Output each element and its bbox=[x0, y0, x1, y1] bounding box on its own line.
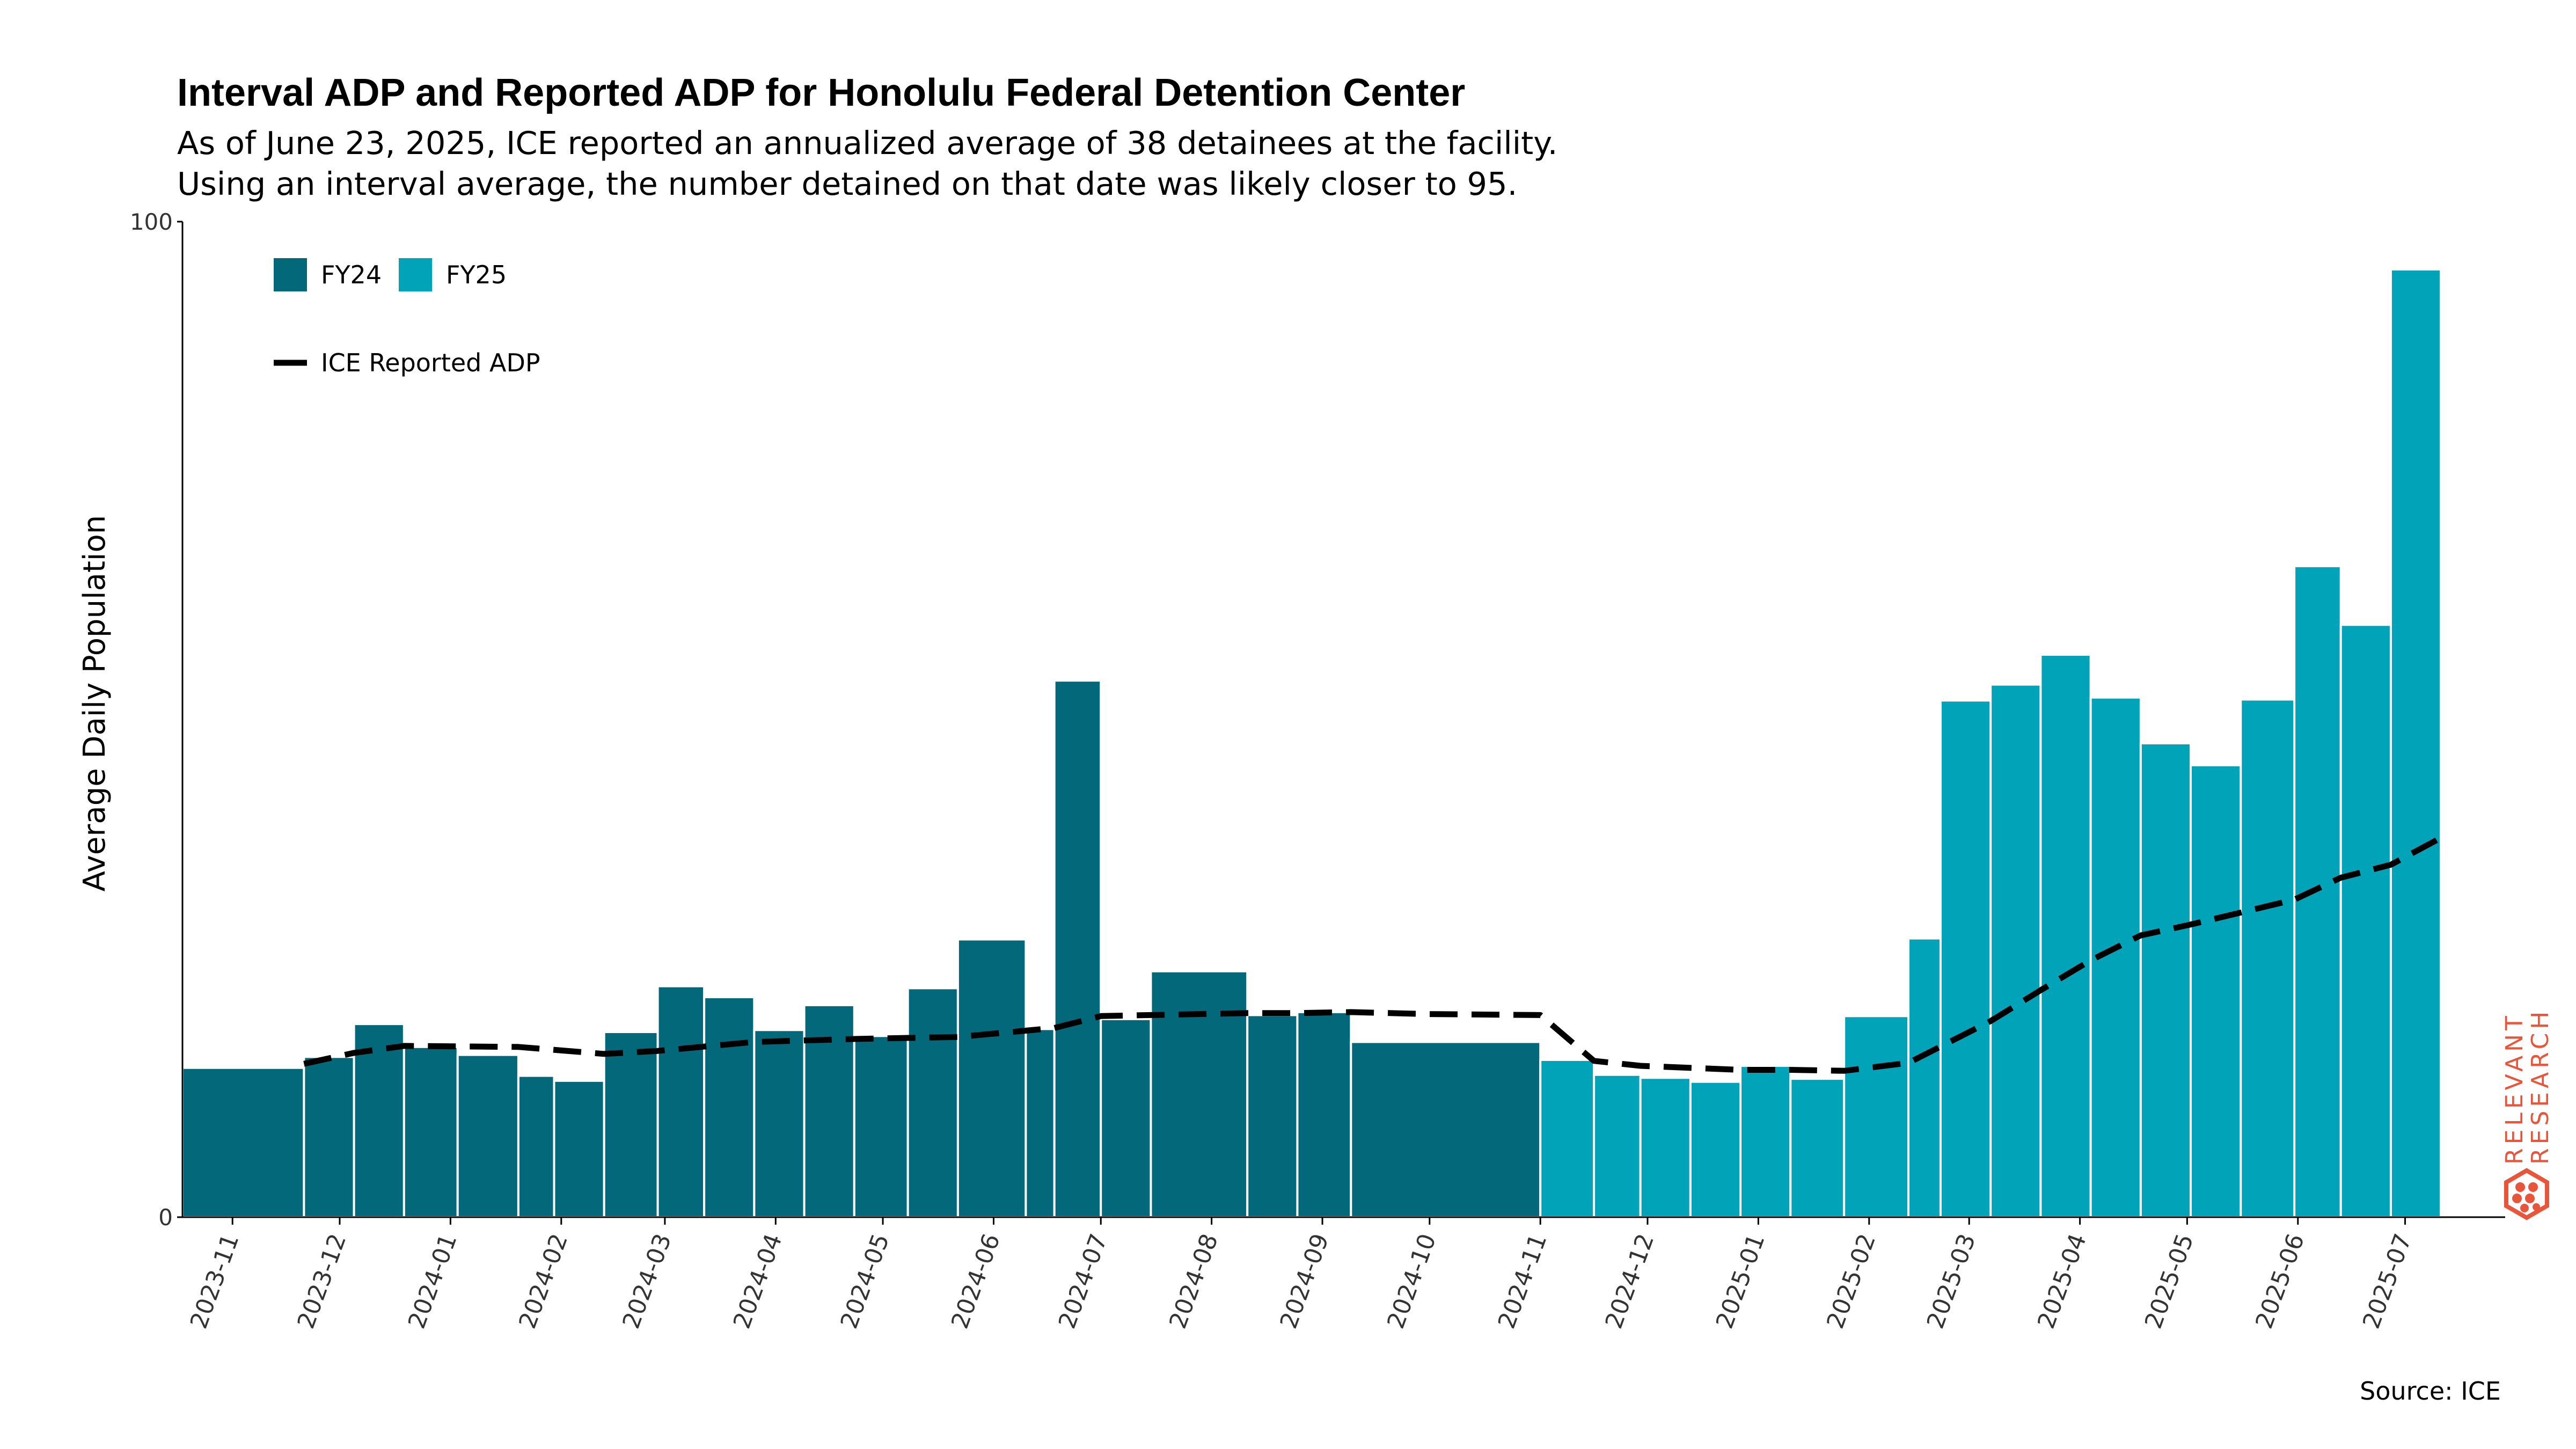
bar-fy25-4 bbox=[1689, 1080, 1742, 1218]
x-tick-label: 2024-09 bbox=[1275, 1230, 1335, 1332]
bar-fy24-8 bbox=[603, 1030, 659, 1218]
logo-text-line-2: RESEARCH bbox=[2527, 1008, 2554, 1165]
relevant-research-logo: RELEVANT RESEARCH bbox=[2501, 1008, 2554, 1220]
bar-fy24-6 bbox=[517, 1074, 555, 1218]
x-tick-label: 2024-01 bbox=[403, 1230, 463, 1332]
x-tick-label: 2025-06 bbox=[2250, 1230, 2310, 1332]
bar-fy24-14 bbox=[906, 987, 959, 1218]
x-tick-label: 2024-04 bbox=[728, 1230, 788, 1332]
bar-fy24-18 bbox=[1100, 1018, 1152, 1218]
bar-fy24-4 bbox=[402, 1045, 459, 1219]
x-tick-label: 2024-10 bbox=[1382, 1230, 1441, 1332]
chart-subtitle-line-1: As of June 23, 2025, ICE reported an ann… bbox=[177, 125, 1558, 162]
legend-label-fy25: FY25 bbox=[446, 260, 507, 289]
bar-fy25-17 bbox=[2339, 624, 2392, 1218]
bar-fy24-1 bbox=[181, 1066, 305, 1218]
x-tick-label: 2025-03 bbox=[1922, 1230, 1981, 1332]
x-tick-label: 2025-05 bbox=[2140, 1230, 2199, 1332]
x-tick-label: 2024-03 bbox=[617, 1230, 677, 1332]
bar-fy24-15 bbox=[956, 938, 1027, 1218]
x-tick-label: 2025-02 bbox=[1821, 1230, 1881, 1332]
x-tick-label: 2023-11 bbox=[185, 1230, 245, 1332]
chart-title: Interval ADP and Reported ADP for Honolu… bbox=[177, 71, 1466, 114]
x-tick-label: 2023-12 bbox=[292, 1230, 352, 1332]
x-tick-label: 2024-05 bbox=[836, 1230, 895, 1332]
bar-fy24-21 bbox=[1296, 1011, 1352, 1218]
chart-subtitle-line-2: Using an interval average, the number de… bbox=[177, 165, 1518, 202]
reported-adp-line-layer bbox=[303, 835, 2442, 1074]
bar-fy24-11 bbox=[753, 1029, 806, 1218]
x-tick-label: 2024-06 bbox=[946, 1230, 1006, 1332]
logo-text-line-1: RELEVANT bbox=[2501, 1012, 2528, 1165]
bar-fy24-19 bbox=[1150, 970, 1249, 1218]
bar-fy25-18 bbox=[2389, 268, 2442, 1218]
bar-fy24-13 bbox=[853, 1035, 909, 1218]
bar-fy24-17 bbox=[1053, 679, 1102, 1218]
reported-adp-line bbox=[303, 835, 2442, 1074]
bars-layer bbox=[181, 268, 2442, 1219]
y-axis-label: Average Daily Population bbox=[77, 515, 112, 891]
legend-label-fy24: FY24 bbox=[321, 260, 382, 289]
bar-fy25-9 bbox=[1939, 699, 1992, 1218]
legend-swatch-fy24 bbox=[274, 258, 307, 291]
bar-fy25-15 bbox=[2240, 698, 2296, 1218]
x-tick-label: 2024-11 bbox=[1493, 1230, 1553, 1332]
source-note: Source: ICE bbox=[2360, 1377, 2501, 1406]
y-tick-label: 100 bbox=[130, 209, 173, 235]
x-tick-label: 2025-07 bbox=[2358, 1230, 2417, 1332]
x-tick-label: 2024-07 bbox=[1053, 1230, 1113, 1332]
y-tick-label: 0 bbox=[158, 1204, 173, 1231]
bar-fy24-9 bbox=[656, 985, 706, 1218]
bar-fy25-3 bbox=[1639, 1077, 1692, 1219]
bar-fy25-8 bbox=[1907, 937, 1942, 1218]
legend: FY24 FY25 ICE Reported ADP bbox=[274, 258, 540, 377]
bar-fy24-2 bbox=[303, 1056, 355, 1218]
x-tick-label: 2025-01 bbox=[1711, 1230, 1770, 1332]
legend-label-reported-adp: ICE Reported ADP bbox=[321, 348, 540, 377]
legend-swatch-fy25 bbox=[399, 258, 432, 291]
bar-fy24-22 bbox=[1350, 1041, 1542, 1219]
bar-fy25-2 bbox=[1593, 1073, 1642, 1218]
bar-fy25-6 bbox=[1789, 1078, 1846, 1219]
bar-fy24-10 bbox=[703, 996, 756, 1219]
bar-fy25-5 bbox=[1739, 1065, 1792, 1219]
bar-fy25-14 bbox=[2190, 764, 2242, 1218]
x-tick-label: 2024-12 bbox=[1600, 1230, 1660, 1332]
bar-fy25-13 bbox=[2139, 742, 2192, 1218]
bar-fy25-1 bbox=[1539, 1058, 1596, 1219]
bar-fy25-10 bbox=[1989, 683, 2042, 1218]
bar-fy24-20 bbox=[1246, 1014, 1299, 1219]
bar-fy24-5 bbox=[456, 1053, 519, 1218]
x-tick-label: 2024-08 bbox=[1164, 1230, 1224, 1332]
bar-fy25-7 bbox=[1843, 1015, 1910, 1219]
x-tick-label: 2024-02 bbox=[514, 1230, 573, 1332]
bar-fy24-16 bbox=[1024, 1028, 1056, 1219]
bar-fy24-7 bbox=[553, 1079, 605, 1218]
logo-hexagon-icon bbox=[2504, 1168, 2549, 1220]
bar-fy25-11 bbox=[2039, 653, 2092, 1218]
x-tick-label: 2025-04 bbox=[2032, 1230, 2092, 1332]
